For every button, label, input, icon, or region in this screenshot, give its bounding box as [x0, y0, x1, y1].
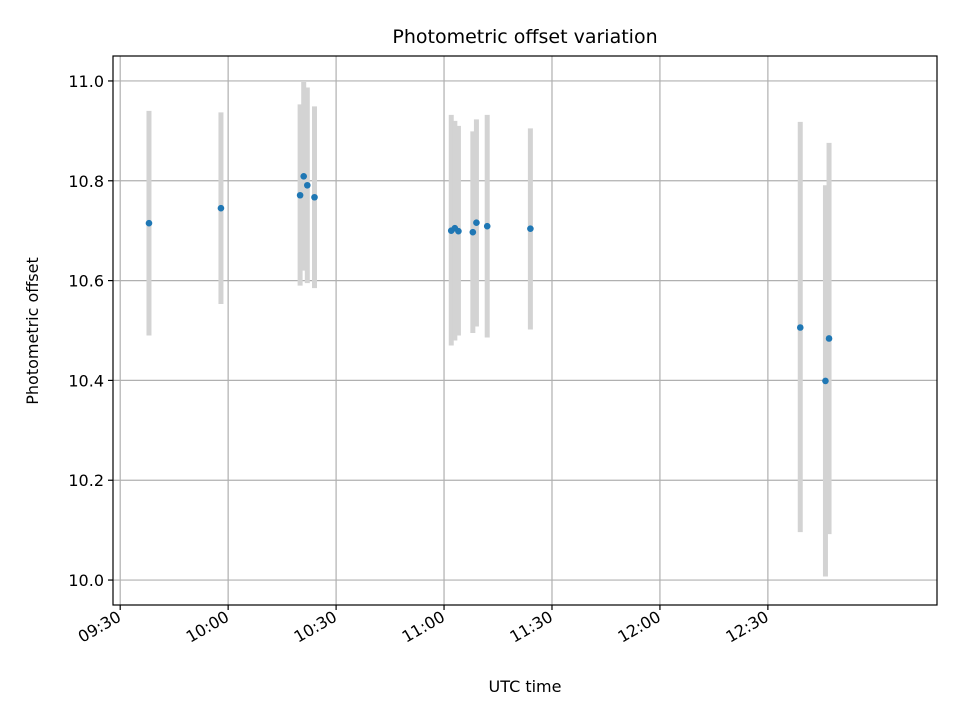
data-point — [483, 222, 491, 230]
data-point — [473, 219, 480, 226]
data-point — [825, 335, 833, 342]
data-point — [296, 191, 304, 199]
x-axis-title: UTC time — [489, 677, 562, 696]
y-tick-label: 10.8 — [68, 172, 104, 191]
y-tick-label: 11.0 — [68, 72, 104, 91]
data-point — [217, 204, 225, 212]
data-point — [311, 193, 318, 201]
y-tick-label: 10.6 — [68, 272, 104, 291]
data-point — [304, 181, 311, 189]
data-point — [469, 228, 477, 236]
point-layer — [145, 172, 833, 385]
y-axis-title: Photometric offset — [23, 257, 42, 405]
y-tick-label: 10.0 — [68, 571, 104, 590]
data-point — [455, 227, 462, 235]
data-point — [527, 225, 534, 232]
chart-title: Photometric offset variation — [392, 26, 657, 48]
plot-frame — [112, 55, 938, 606]
y-tick-label: 10.4 — [68, 371, 104, 390]
data-point — [796, 324, 804, 331]
data-point — [145, 219, 153, 227]
data-point — [300, 172, 308, 180]
data-point — [822, 377, 829, 385]
y-tick-label: 10.2 — [68, 471, 104, 490]
